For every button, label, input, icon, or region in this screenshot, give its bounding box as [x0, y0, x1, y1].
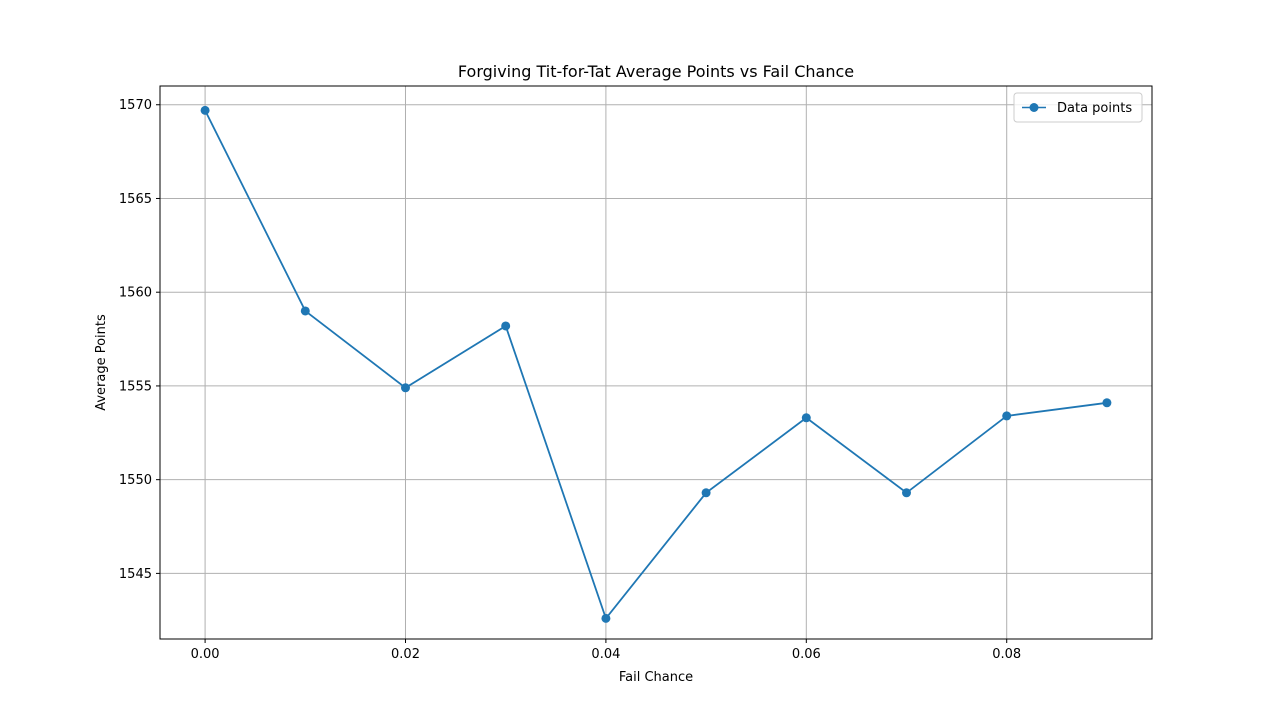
data-point [701, 488, 711, 498]
data-point [902, 488, 912, 498]
data-point [501, 321, 511, 331]
plot-frame [159, 85, 1153, 640]
legend-box [1013, 92, 1143, 123]
legend-label: Data points [1057, 101, 1132, 116]
grid [160, 86, 1152, 639]
x-tick-label: 0.06 [792, 647, 821, 662]
chart-title: Forgiving Tit-for-Tat Average Points vs … [458, 62, 854, 81]
x-tick-label: 0.08 [992, 647, 1021, 662]
x-tick-label: 0.02 [391, 647, 420, 662]
series-layer [200, 105, 1112, 623]
legend: Data points [1013, 92, 1143, 123]
data-point [300, 306, 310, 316]
legend-marker-swatch [1029, 103, 1039, 112]
x-axis-label: Fail Chance [619, 670, 693, 685]
y-tick-label: 1550 [119, 473, 152, 488]
y-tick-label: 1555 [119, 379, 152, 394]
x-tick-label: 0.00 [191, 647, 220, 662]
y-tick-label: 1560 [119, 286, 152, 301]
data-point [1102, 398, 1112, 408]
data-point [200, 105, 210, 115]
y-tick-label: 1545 [119, 567, 152, 582]
y-tick-label: 1570 [119, 98, 152, 113]
data-point [400, 383, 410, 393]
data-point [1002, 411, 1012, 421]
data-point [601, 613, 611, 623]
y-axis-label: Average Points [94, 314, 109, 411]
y-tick-label: 1565 [119, 192, 152, 207]
data-point [801, 413, 811, 423]
axis-ticks: 0.00 0.02 0.04 0.06 0.08 1545 1550 1555 1560 1565… [119, 98, 1021, 662]
x-tick-label: 0.04 [591, 647, 620, 662]
series-line [204, 109, 1108, 621]
